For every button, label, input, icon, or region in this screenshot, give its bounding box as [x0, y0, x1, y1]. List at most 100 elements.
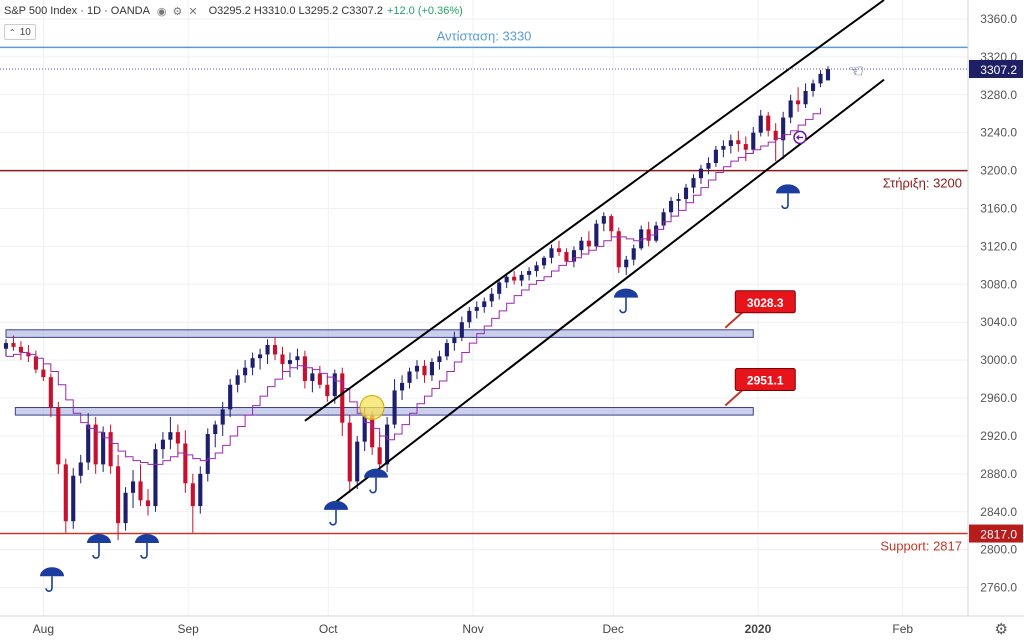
- candle-body[interactable]: [743, 144, 748, 150]
- candle-body[interactable]: [437, 356, 442, 363]
- candle-body[interactable]: [101, 432, 106, 465]
- candle-body[interactable]: [549, 248, 554, 258]
- candle-body[interactable]: [235, 375, 240, 385]
- candle-body[interactable]: [541, 257, 547, 266]
- candle-body[interactable]: [624, 259, 629, 268]
- candle-body[interactable]: [272, 344, 278, 355]
- candle-body[interactable]: [33, 356, 38, 370]
- candle-body[interactable]: [467, 310, 472, 323]
- candle-body[interactable]: [459, 322, 464, 338]
- candle-body[interactable]: [11, 343, 16, 347]
- candle-body[interactable]: [676, 199, 681, 201]
- candle-body[interactable]: [489, 293, 494, 302]
- price-axis[interactable]: [968, 0, 1024, 616]
- candle-body[interactable]: [796, 100, 801, 105]
- candle-body[interactable]: [205, 434, 210, 474]
- time-axis[interactable]: [0, 616, 1024, 640]
- candle-body[interactable]: [145, 500, 151, 507]
- candle-body[interactable]: [534, 265, 539, 272]
- candle-body[interactable]: [758, 115, 763, 133]
- candle-body[interactable]: [190, 483, 195, 507]
- candle-body[interactable]: [766, 115, 771, 131]
- candle-body[interactable]: [168, 432, 173, 440]
- close-icon[interactable]: ✕: [188, 5, 198, 18]
- candle-body[interactable]: [519, 274, 524, 281]
- candle-body[interactable]: [310, 373, 315, 381]
- candle-body[interactable]: [706, 163, 711, 169]
- candle-body[interactable]: [385, 424, 390, 465]
- candle-body[interactable]: [788, 100, 793, 118]
- candle-body[interactable]: [444, 343, 449, 357]
- candle-body[interactable]: [228, 384, 233, 410]
- candle-body[interactable]: [803, 90, 808, 105]
- indicator-value-badge[interactable]: ⌃ 10: [4, 24, 36, 40]
- candle-body[interactable]: [295, 356, 300, 361]
- candle-body[interactable]: [325, 384, 330, 397]
- candle-body[interactable]: [116, 466, 121, 524]
- trend-channel-line[interactable]: [304, 0, 885, 422]
- trend-channel-line[interactable]: [332, 78, 885, 505]
- candle-body[interactable]: [504, 276, 509, 283]
- candle-body[interactable]: [56, 407, 61, 465]
- settings-icon[interactable]: ⚙: [172, 5, 183, 18]
- candle-body[interactable]: [452, 337, 457, 344]
- candle-body[interactable]: [213, 424, 218, 435]
- candle-body[interactable]: [250, 358, 255, 368]
- candle-body[interactable]: [265, 344, 270, 355]
- candle-body[interactable]: [825, 68, 831, 81]
- candle-body[interactable]: [736, 140, 741, 145]
- candle-body[interactable]: [220, 409, 225, 425]
- candle-body[interactable]: [332, 373, 337, 397]
- candle-body[interactable]: [713, 149, 718, 164]
- candle-body[interactable]: [108, 432, 113, 467]
- candle-body[interactable]: [616, 231, 621, 268]
- candle-body[interactable]: [579, 240, 584, 251]
- candle-body[interactable]: [399, 382, 405, 391]
- candle-body[interactable]: [556, 248, 562, 253]
- candle-body[interactable]: [41, 369, 46, 378]
- candle-body[interactable]: [93, 424, 98, 465]
- symbol-title[interactable]: S&P 500 Index · 1D · OANDA: [4, 5, 150, 17]
- candle-body[interactable]: [280, 354, 285, 364]
- candle-body[interactable]: [422, 365, 427, 376]
- candle-body[interactable]: [728, 140, 733, 146]
- candle-body[interactable]: [48, 377, 53, 408]
- candle-body[interactable]: [482, 301, 487, 308]
- candle-body[interactable]: [183, 443, 188, 484]
- candle-body[interactable]: [407, 371, 412, 383]
- candle-body[interactable]: [63, 464, 68, 522]
- candle-body[interactable]: [377, 447, 382, 465]
- candle-body[interactable]: [571, 250, 576, 262]
- candle-body[interactable]: [512, 276, 517, 281]
- candle-body[interactable]: [160, 439, 165, 450]
- candle-body[interactable]: [609, 216, 614, 232]
- candle-body[interactable]: [683, 187, 689, 200]
- candle-body[interactable]: [71, 475, 76, 522]
- chart-settings-icon[interactable]: ⚙: [994, 621, 1008, 638]
- candle-body[interactable]: [721, 145, 726, 150]
- candle-body[interactable]: [138, 481, 143, 501]
- candle-body[interactable]: [497, 282, 502, 294]
- candle-body[interactable]: [355, 441, 360, 482]
- candle-body[interactable]: [302, 356, 307, 381]
- candle-body[interactable]: [3, 343, 9, 349]
- candle-body[interactable]: [175, 432, 180, 444]
- candle-body[interactable]: [123, 492, 128, 524]
- candle-body[interactable]: [18, 346, 24, 353]
- candle-body[interactable]: [78, 462, 83, 476]
- candle-body[interactable]: [631, 248, 636, 260]
- candle-body[interactable]: [474, 307, 479, 311]
- candle-body[interactable]: [392, 390, 397, 425]
- candle-body[interactable]: [698, 168, 704, 179]
- candle-body[interactable]: [130, 481, 136, 493]
- candle-body[interactable]: [773, 130, 778, 141]
- candle-body[interactable]: [661, 212, 666, 226]
- candle-body[interactable]: [347, 422, 352, 482]
- candle-body[interactable]: [287, 360, 293, 364]
- candle-body[interactable]: [586, 240, 591, 247]
- candle-body[interactable]: [317, 373, 322, 385]
- candle-body[interactable]: [198, 473, 203, 507]
- candle-body[interactable]: [691, 178, 696, 188]
- candle-body[interactable]: [781, 117, 786, 141]
